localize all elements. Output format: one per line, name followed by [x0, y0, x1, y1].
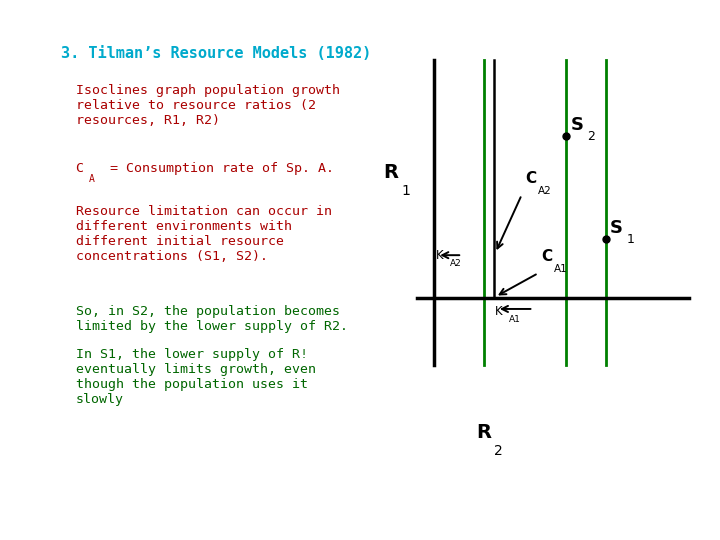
Text: Isoclines graph population growth
relative to resource ratios (2
resources, R1, : Isoclines graph population growth relati…: [76, 84, 340, 127]
Text: K: K: [436, 249, 444, 262]
Text: 1: 1: [627, 233, 634, 246]
Text: C: C: [76, 162, 84, 175]
Text: A: A: [89, 174, 94, 184]
Text: A2: A2: [538, 186, 552, 195]
Text: S: S: [611, 219, 624, 237]
Text: R: R: [384, 163, 398, 182]
Text: = Consumption rate of Sp. A.: = Consumption rate of Sp. A.: [110, 162, 334, 175]
Text: R: R: [476, 423, 491, 442]
Text: C: C: [525, 171, 536, 186]
Text: In S1, the lower supply of R!
eventually limits growth, even
though the populati: In S1, the lower supply of R! eventually…: [76, 348, 315, 406]
Text: 2: 2: [587, 130, 595, 143]
Text: C: C: [541, 249, 553, 264]
Text: Resource limitation can occur in
different environments with
different initial r: Resource limitation can occur in differe…: [76, 205, 332, 263]
Text: S: S: [570, 116, 583, 134]
Text: 1: 1: [402, 184, 410, 198]
Text: A1: A1: [509, 315, 521, 324]
Text: A2: A2: [449, 259, 462, 268]
Text: So, in S2, the population becomes
limited by the lower supply of R2.: So, in S2, the population becomes limite…: [76, 305, 348, 333]
Text: K: K: [495, 305, 503, 318]
Text: 3. Tilman’s Resource Models (1982): 3. Tilman’s Resource Models (1982): [61, 46, 372, 61]
Text: 2: 2: [494, 444, 503, 458]
Text: A1: A1: [554, 264, 568, 274]
